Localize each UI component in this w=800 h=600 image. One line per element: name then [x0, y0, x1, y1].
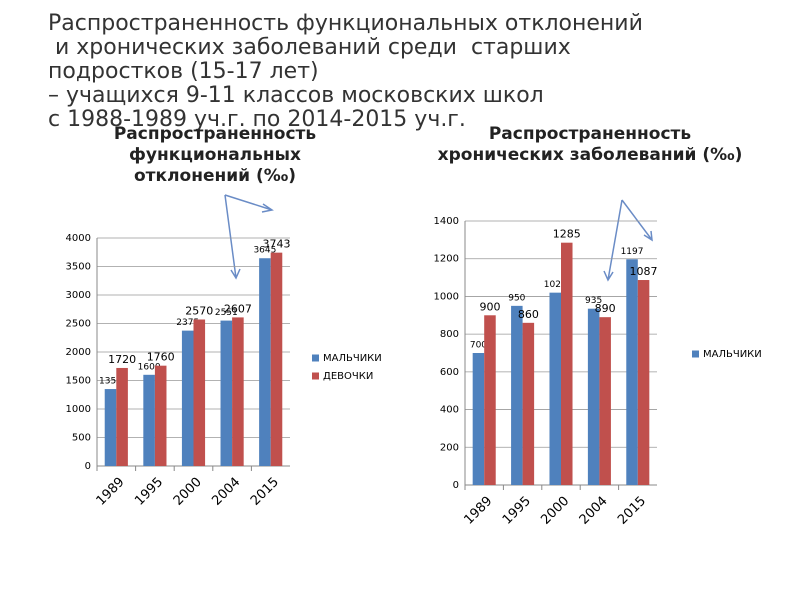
legend-label: МАЛЬЧИКИ	[703, 349, 762, 360]
title-line: – учащихся 9-11 классов московских школ	[48, 83, 544, 108]
chart-title: Распространенность хронических заболеван…	[437, 124, 743, 165]
y-tick-label: 4000	[66, 233, 91, 244]
value-label: 1760	[147, 351, 175, 364]
y-tick-label: 600	[440, 367, 459, 378]
legend-label: МАЛЬЧИКИ	[323, 353, 382, 364]
y-tick-label: 2000	[66, 347, 91, 358]
value-label: 890	[595, 302, 616, 315]
value-label: 1020	[544, 280, 567, 290]
x-tick-label: 1995	[132, 475, 166, 509]
value-label: 3645	[253, 246, 276, 256]
y-tick-label: 0	[85, 461, 91, 472]
legend-swatch	[692, 350, 699, 358]
y-tick-label: 1000	[66, 404, 91, 415]
x-tick-label: 2015	[248, 475, 282, 509]
bar	[484, 315, 496, 485]
y-tick-label: 3500	[66, 262, 91, 273]
value-label: 700	[470, 341, 487, 351]
y-tick-label: 400	[440, 405, 459, 416]
value-label: 1350	[99, 377, 122, 387]
value-label: 1600	[138, 362, 161, 372]
legend-swatch	[312, 354, 319, 362]
bar	[181, 330, 194, 466]
bar	[626, 259, 638, 485]
arrow	[224, 194, 241, 280]
bar	[561, 242, 573, 485]
bar	[511, 305, 523, 485]
value-label: 2607	[224, 302, 252, 315]
value-label: 2570	[185, 305, 213, 318]
y-tick-label: 1000	[434, 291, 459, 302]
y-tick-label: 800	[440, 329, 459, 340]
bar	[220, 320, 233, 466]
bar	[154, 365, 167, 466]
value-label: 1285	[553, 228, 581, 241]
bar	[232, 317, 244, 466]
value-label: 935	[585, 296, 602, 306]
x-tick-label: 1989	[461, 494, 495, 528]
main-title: Распространенность функциональных отклон…	[48, 12, 643, 132]
y-tick-label: 500	[72, 433, 91, 444]
value-label: 860	[518, 308, 539, 321]
bar	[472, 353, 485, 485]
bar	[116, 367, 128, 466]
x-tick-label: 2000	[538, 494, 572, 528]
legend-swatch	[312, 372, 319, 380]
x-tick-label: 2004	[209, 475, 243, 509]
bar	[599, 317, 611, 485]
value-label: 950	[508, 293, 525, 303]
arrow	[603, 199, 623, 282]
bar	[522, 322, 535, 485]
value-label: 1087	[630, 265, 658, 278]
value-label: 1197	[621, 247, 644, 257]
title-line: подростков (15-17 лет)	[48, 59, 319, 84]
bar	[193, 319, 206, 466]
y-tick-label: 3000	[66, 290, 91, 301]
x-tick-label: 1995	[500, 494, 534, 528]
y-tick-label: 1500	[66, 376, 91, 387]
y-tick-label: 2500	[66, 319, 91, 330]
bar	[104, 389, 117, 466]
title-line: с 1988-1989 уч.г. по 2014-2015 уч.г.	[48, 107, 466, 132]
arrow	[621, 199, 653, 242]
y-tick-label: 0	[453, 480, 459, 491]
arrow	[224, 194, 274, 213]
value-label: 1720	[108, 353, 136, 366]
x-tick-label: 1989	[94, 475, 128, 509]
chart-title: Распространенность функциональных отклон…	[113, 124, 317, 186]
y-tick-label: 1400	[434, 216, 459, 227]
title-line: и хронических заболеваний среди старших	[48, 35, 571, 60]
arrows	[224, 194, 653, 282]
value-label: 900	[479, 300, 500, 313]
bar	[270, 252, 283, 466]
bar	[587, 308, 600, 485]
bar	[259, 258, 271, 466]
y-tick-label: 1200	[434, 254, 459, 265]
bar	[637, 280, 650, 485]
legend-label: ДЕВОЧКИ	[323, 371, 373, 382]
bar	[549, 292, 561, 485]
title-line: Распространенность функциональных отклон…	[48, 11, 643, 36]
x-tick-label: 2004	[577, 494, 611, 528]
x-tick-label: 2015	[615, 494, 649, 528]
value-label: 3743	[262, 238, 290, 251]
x-tick-label: 2000	[171, 475, 205, 509]
value-label: 2375	[176, 318, 199, 328]
value-label: 2551	[215, 308, 238, 318]
bar	[143, 374, 155, 466]
y-tick-label: 200	[440, 442, 459, 453]
